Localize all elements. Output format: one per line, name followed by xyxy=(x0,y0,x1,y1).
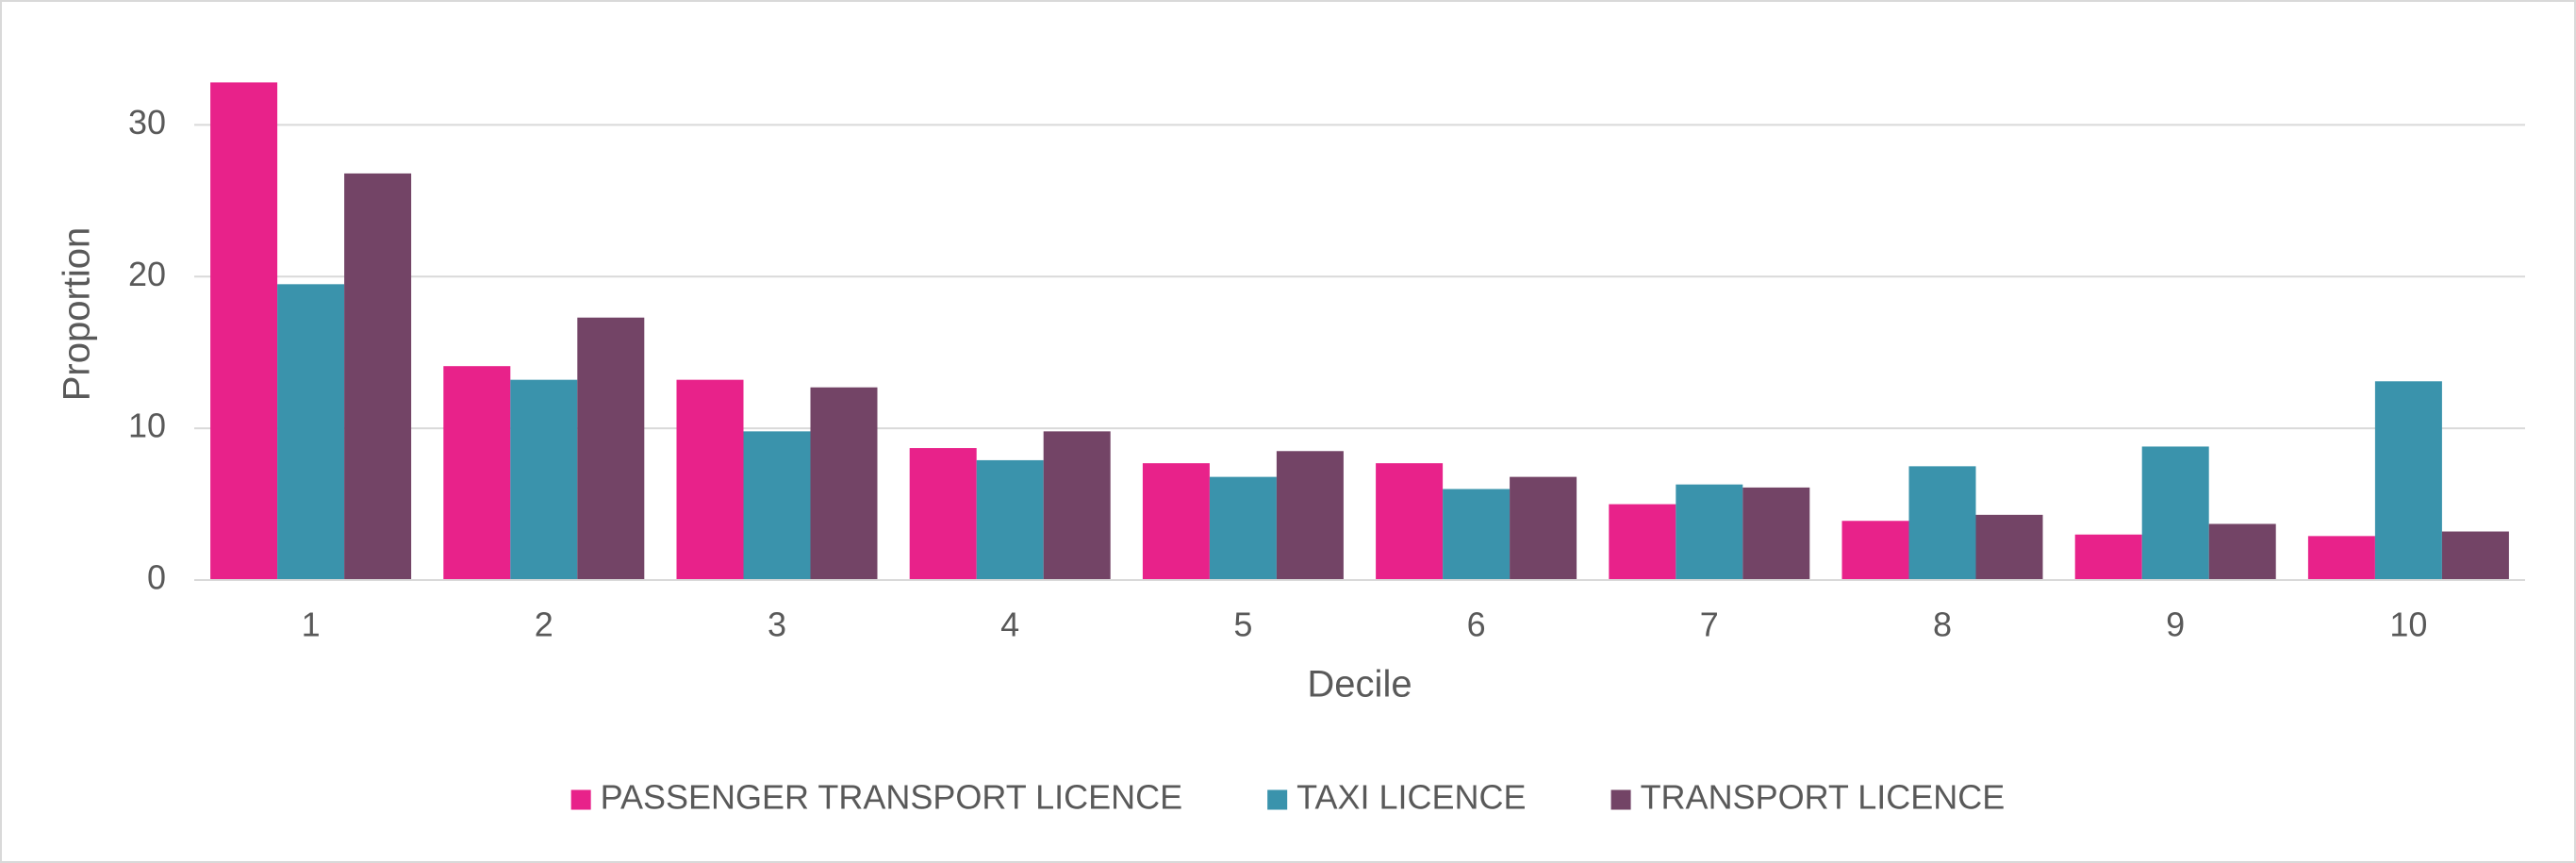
bar xyxy=(1443,489,1511,580)
bar xyxy=(909,448,977,580)
legend-swatch xyxy=(1267,789,1288,810)
x-tick-label: 6 xyxy=(1467,606,1486,644)
bar xyxy=(810,387,878,580)
bar xyxy=(2074,534,2142,580)
bar xyxy=(2208,523,2276,580)
bar xyxy=(577,317,645,580)
legend-swatch xyxy=(1610,789,1631,810)
bar xyxy=(510,379,578,580)
x-tick-label: 1 xyxy=(302,606,321,644)
bar xyxy=(210,82,278,581)
legend-label: PASSENGER TRANSPORT LICENCE xyxy=(601,778,1183,817)
bar xyxy=(2441,531,2509,580)
bar xyxy=(676,379,744,580)
x-tick-label: 4 xyxy=(1000,606,1019,644)
x-tick-label: 10 xyxy=(2389,606,2427,644)
bar xyxy=(1510,476,1577,580)
legend-label: TAXI LICENCE xyxy=(1296,778,1526,817)
bar xyxy=(1276,451,1344,580)
bar xyxy=(1975,514,2043,580)
x-tick-label: 8 xyxy=(1933,606,1952,644)
bar xyxy=(443,366,511,580)
bar xyxy=(1209,476,1277,580)
bar xyxy=(2307,536,2375,580)
bar xyxy=(743,431,811,580)
y-axis-label: Proportion xyxy=(57,227,98,402)
legend-swatch xyxy=(570,789,591,810)
x-axis-label: Decile xyxy=(1307,664,1412,705)
bar xyxy=(1676,484,1743,580)
bar xyxy=(2141,446,2209,580)
bar xyxy=(1376,463,1444,580)
x-tick-label: 9 xyxy=(2166,606,2185,644)
bar xyxy=(1742,487,1810,580)
bar xyxy=(1908,466,1976,580)
bar xyxy=(1609,504,1676,580)
bar xyxy=(344,173,412,580)
bar xyxy=(1043,431,1111,580)
bar xyxy=(1142,463,1210,580)
bar xyxy=(976,459,1044,580)
bar xyxy=(1841,521,1909,580)
y-tick-label: 20 xyxy=(128,255,166,293)
y-tick-label: 10 xyxy=(128,407,166,445)
x-tick-label: 5 xyxy=(1233,606,1252,644)
bar xyxy=(2374,381,2442,580)
x-tick-label: 7 xyxy=(1700,606,1719,644)
x-tick-label: 2 xyxy=(535,606,553,644)
bar xyxy=(277,284,345,580)
y-tick-label: 30 xyxy=(128,103,166,141)
y-tick-label: 0 xyxy=(147,558,166,597)
legend-label: TRANSPORT LICENCE xyxy=(1641,778,2006,817)
x-tick-label: 3 xyxy=(768,606,786,644)
